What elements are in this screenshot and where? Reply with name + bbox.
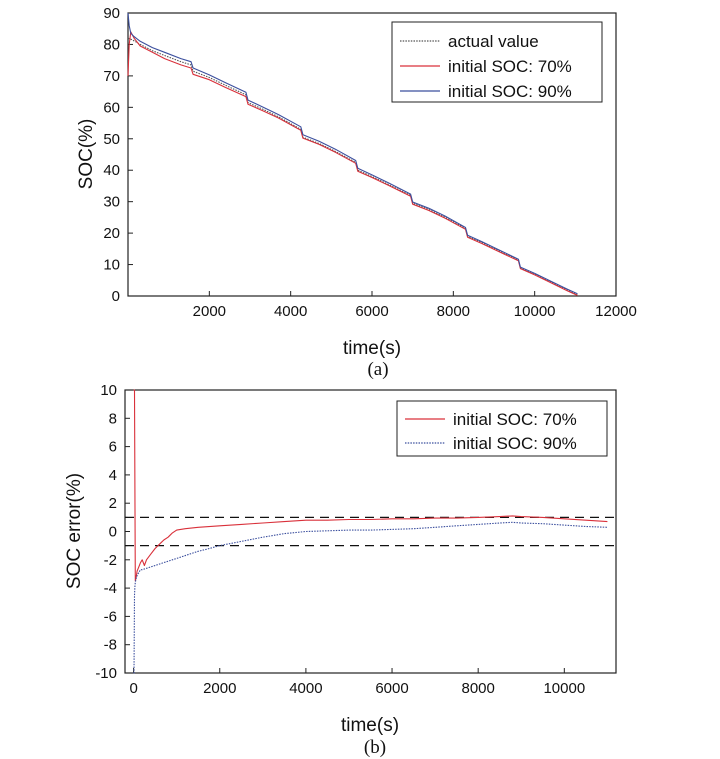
panel-a-x-tick-label: 6000 — [355, 303, 388, 320]
panel-b-series — [133, 389, 608, 674]
panel-b-legend-box — [396, 400, 608, 457]
panel-a-series-line — [127, 37, 578, 295]
panel-b-y-tick-label: 8 — [109, 410, 117, 427]
panel-a-x-tick-label: 2000 — [193, 303, 226, 320]
panel-a-y-ticks: 0 10 20 30 40 50 60 70 80 90 — [103, 5, 133, 305]
panel-b-x-tick-label: 10000 — [543, 680, 585, 697]
panel-b-y-tick-label: 0 — [109, 524, 117, 541]
panel-b-x-tick-label: 6000 — [375, 680, 408, 697]
panel-a-y-tick-label: 90 — [103, 5, 120, 22]
panel-a-legend-label-90: initial SOC: 90% — [448, 82, 572, 101]
panel-a-x-ticks: 2000 4000 6000 8000 10000 12000 — [193, 291, 637, 320]
panel-b-series-line — [133, 389, 608, 582]
panel-b-y-tick-label: 10 — [100, 382, 117, 399]
panel-a-y-tick-label: 60 — [103, 99, 120, 116]
panel-a-x-tick-label: 8000 — [437, 303, 470, 320]
panel-b-y-tick-label: -2 — [104, 552, 117, 569]
panel-a-y-tick-label: 50 — [103, 131, 120, 148]
panel-a-legend-box — [391, 21, 603, 103]
panel-b-x-tick-label: 8000 — [461, 680, 494, 697]
panel-b-y-tick-label: -10 — [95, 665, 117, 682]
panel-b-series-line — [133, 521, 608, 674]
panel-b-legend-label-90: initial SOC: 90% — [453, 434, 577, 453]
panel-b-x-tick-label: 2000 — [203, 680, 236, 697]
panel-a: 0 10 20 30 40 50 60 70 80 90 2000 4000 6000 8000 1000… — [76, 5, 637, 380]
panel-b-y-axis-title: SOC error(%) — [64, 473, 85, 589]
panel-a-y-tick-label: 70 — [103, 68, 120, 85]
panel-a-caption: (a) — [367, 359, 388, 380]
panel-a-series-line — [127, 12, 578, 295]
panel-a-x-axis-title: time(s) — [343, 338, 401, 359]
panel-b-legend-label-70: initial SOC: 70% — [453, 410, 577, 429]
panel-b-y-ticks: -10 -8 -6 -4 -2 0 2 4 6 8 10 — [95, 382, 130, 682]
panel-b-x-tick-label: 4000 — [289, 680, 322, 697]
panel-a-x-tick-label: 4000 — [274, 303, 307, 320]
panel-a-y-axis-title: SOC(%) — [76, 119, 97, 190]
panel-b: -10 -8 -6 -4 -2 0 2 4 6 8 10 0 2000 4000 6000 8000 1000… — [64, 382, 617, 758]
panel-a-y-tick-label: 10 — [103, 257, 120, 274]
panel-a-y-tick-label: 30 — [103, 194, 120, 211]
panel-a-legend-label-actual: actual value — [448, 32, 539, 51]
panel-a-series — [127, 12, 578, 296]
panel-b-y-tick-label: 4 — [109, 467, 117, 484]
panel-a-y-tick-label: 20 — [103, 225, 120, 242]
panel-b-y-tick-label: 6 — [109, 439, 117, 456]
panel-a-series-line — [127, 31, 578, 296]
panel-a-y-tick-label: 0 — [112, 288, 120, 305]
panel-b-x-tick-label: 0 — [129, 680, 137, 697]
panel-a-legend: actual value initial SOC: 70% initial SO… — [391, 21, 603, 103]
panel-b-y-tick-label: -6 — [104, 608, 117, 625]
panel-b-x-axis-title: time(s) — [341, 715, 399, 736]
panel-b-y-tick-label: 2 — [109, 495, 117, 512]
panel-b-caption: (b) — [364, 737, 386, 758]
panel-a-x-tick-label: 10000 — [514, 303, 556, 320]
panel-a-legend-label-70: initial SOC: 70% — [448, 57, 572, 76]
panel-b-y-tick-label: -4 — [104, 580, 117, 597]
panel-b-y-tick-label: -8 — [104, 637, 117, 654]
panel-a-y-tick-label: 80 — [103, 36, 120, 53]
panel-b-x-ticks: 0 2000 4000 6000 8000 10000 — [129, 668, 585, 697]
panel-a-x-tick-label: 12000 — [595, 303, 637, 320]
panel-a-y-tick-label: 40 — [103, 162, 120, 179]
panel-b-legend: initial SOC: 70% initial SOC: 90% — [396, 400, 608, 457]
